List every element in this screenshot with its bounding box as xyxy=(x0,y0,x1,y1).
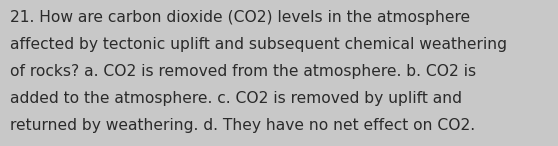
Text: of rocks? a. CO2 is removed from the atmosphere. b. CO2 is: of rocks? a. CO2 is removed from the atm… xyxy=(10,64,476,79)
Text: added to the atmosphere. c. CO2 is removed by uplift and: added to the atmosphere. c. CO2 is remov… xyxy=(10,91,462,106)
Text: affected by tectonic uplift and subsequent chemical weathering: affected by tectonic uplift and subseque… xyxy=(10,37,507,52)
Text: 21. How are carbon dioxide (CO2) levels in the atmosphere: 21. How are carbon dioxide (CO2) levels … xyxy=(10,10,470,25)
Text: returned by weathering. d. They have no net effect on CO2.: returned by weathering. d. They have no … xyxy=(10,118,475,133)
